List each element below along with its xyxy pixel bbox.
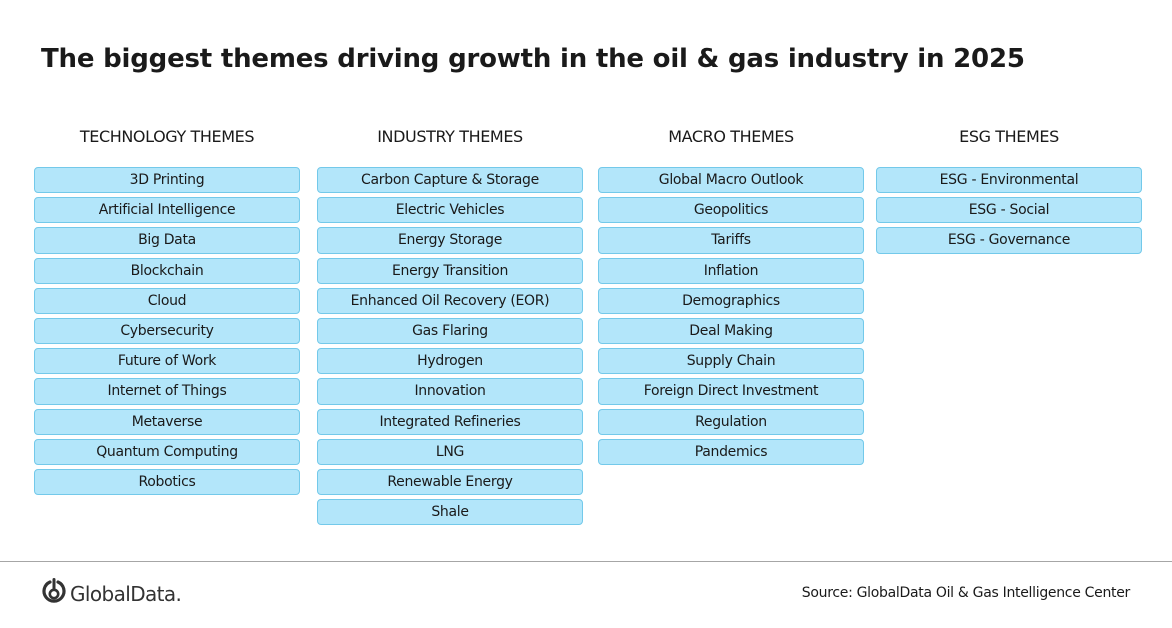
- theme-box: Shale: [317, 499, 583, 526]
- theme-box: Cybersecurity: [34, 317, 300, 345]
- theme-box: Deal Making: [598, 317, 864, 345]
- theme-box: Innovation: [317, 378, 583, 405]
- theme-box: Renewable Energy: [317, 468, 583, 496]
- footer-divider: [0, 561, 1172, 562]
- column-header: ESG THEMES: [959, 127, 1059, 146]
- theme-box: Metaverse: [34, 408, 300, 435]
- theme-box: Carbon Capture & Storage: [317, 167, 583, 194]
- theme-box: Demographics: [598, 287, 864, 314]
- theme-box: Big Data: [34, 227, 300, 254]
- theme-list: Global Macro Outlook Geopolitics Tariffs…: [598, 167, 864, 465]
- source-note: Source: GlobalData Oil & Gas Intelligenc…: [801, 585, 1131, 601]
- theme-box: Energy Transition: [317, 257, 583, 284]
- theme-box: Internet of Things: [34, 378, 300, 405]
- theme-box: ESG - Governance: [876, 227, 1142, 254]
- theme-list: Carbon Capture & Storage Electric Vehicl…: [317, 167, 583, 526]
- theme-box: Artificial Intelligence: [34, 197, 300, 224]
- theme-box: Future of Work: [34, 348, 300, 375]
- theme-box: Integrated Refineries: [317, 408, 583, 435]
- theme-box: 3D Printing: [34, 167, 300, 194]
- theme-box: Inflation: [598, 257, 864, 284]
- column-industry-themes: INDUSTRY THEMES Carbon Capture & Storage…: [317, 126, 583, 526]
- theme-box: Tariffs: [598, 227, 864, 254]
- column-esg-themes: ESG THEMES ESG - Environmental ESG - Soc…: [876, 126, 1142, 254]
- theme-box: ESG - Social: [876, 197, 1142, 224]
- theme-list: 3D Printing Artificial Intelligence Big …: [34, 167, 300, 496]
- theme-box: Regulation: [598, 408, 864, 435]
- column-header: MACRO THEMES: [668, 127, 794, 146]
- logo-text: GlobalData.: [70, 582, 182, 606]
- theme-box: Gas Flaring: [317, 317, 583, 345]
- theme-box: Energy Storage: [317, 227, 583, 254]
- theme-box: Enhanced Oil Recovery (EOR): [317, 287, 583, 314]
- theme-box: Geopolitics: [598, 197, 864, 224]
- theme-box: Robotics: [34, 468, 300, 496]
- theme-box: Pandemics: [598, 438, 864, 465]
- theme-box: Supply Chain: [598, 348, 864, 375]
- theme-box: Quantum Computing: [34, 438, 300, 465]
- theme-box: Blockchain: [34, 257, 300, 284]
- theme-box: Global Macro Outlook: [598, 167, 864, 194]
- page-title: The biggest themes driving growth in the…: [41, 44, 1025, 74]
- theme-list: ESG - Environmental ESG - Social ESG - G…: [876, 167, 1142, 254]
- theme-box: Foreign Direct Investment: [598, 378, 864, 405]
- globaldata-logo-icon: [41, 578, 67, 610]
- theme-box: ESG - Environmental: [876, 167, 1142, 194]
- column-header: INDUSTRY THEMES: [377, 127, 523, 146]
- column-macro-themes: MACRO THEMES Global Macro Outlook Geopol…: [598, 126, 864, 465]
- column-technology-themes: TECHNOLOGY THEMES 3D Printing Artificial…: [34, 126, 300, 496]
- column-header: TECHNOLOGY THEMES: [79, 127, 255, 146]
- theme-box: Electric Vehicles: [317, 197, 583, 224]
- theme-box: Hydrogen: [317, 348, 583, 375]
- theme-box: Cloud: [34, 287, 300, 314]
- globaldata-logo: GlobalData.: [41, 578, 182, 610]
- theme-box: LNG: [317, 438, 583, 465]
